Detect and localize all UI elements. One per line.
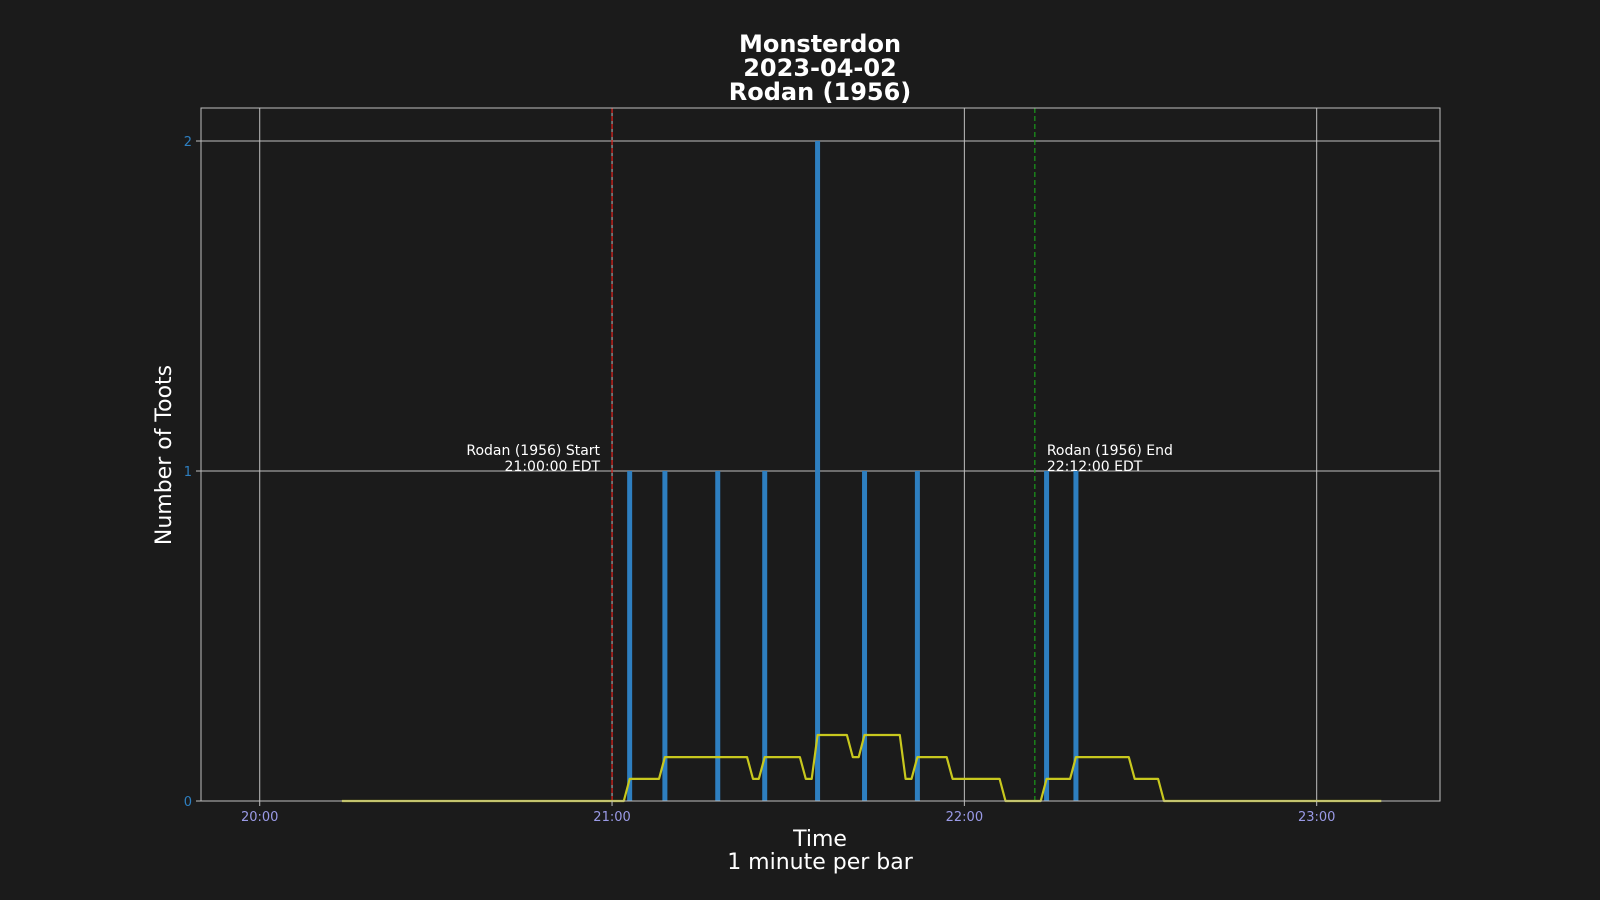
event-lines xyxy=(611,108,1036,801)
title-line-3: Rodan (1956) xyxy=(729,78,912,106)
chart-title: Monsterdon 2023-04-02 Rodan (1956) xyxy=(729,30,912,106)
x-tick-label: 22:00 xyxy=(946,810,983,825)
rolling-average-series xyxy=(341,733,1382,803)
bar xyxy=(1044,471,1050,801)
y-tick-label: 1 xyxy=(184,465,192,480)
bar xyxy=(762,471,768,801)
bar xyxy=(1073,471,1079,801)
bar-series xyxy=(627,141,1079,801)
title-line-2: 2023-04-02 xyxy=(743,54,897,82)
bar xyxy=(862,471,868,801)
y-tick-label: 0 xyxy=(184,795,192,810)
y-axis-ticks: 0 1 2 xyxy=(184,135,201,810)
x-tick-label: 21:00 xyxy=(593,810,630,825)
x-tick-label: 23:00 xyxy=(1298,810,1335,825)
x-axis-label: Time xyxy=(792,827,847,852)
grid-lines xyxy=(201,108,1440,801)
bar xyxy=(715,471,721,801)
x-axis-ticks: 20:00 21:00 22:00 23:00 xyxy=(241,801,1335,825)
bar xyxy=(815,141,821,801)
rolling-average-line xyxy=(341,733,1382,803)
annotation-time: 22:12:00 EDT xyxy=(1047,459,1143,475)
annotation-label: Rodan (1956) End xyxy=(1047,443,1173,459)
annotation-label: Rodan (1956) Start xyxy=(466,443,600,459)
title-line-1: Monsterdon xyxy=(739,30,901,58)
plot-frame xyxy=(200,107,1441,802)
x-tick-label: 20:00 xyxy=(241,810,278,825)
x-axis-sublabel: 1 minute per bar xyxy=(727,850,914,875)
annotation-time: 21:00:00 EDT xyxy=(505,459,601,475)
bar xyxy=(627,471,633,801)
y-axis-label: Number of Toots xyxy=(152,365,177,545)
bar xyxy=(662,471,668,801)
bar xyxy=(914,471,920,801)
y-tick-label: 2 xyxy=(184,135,192,150)
